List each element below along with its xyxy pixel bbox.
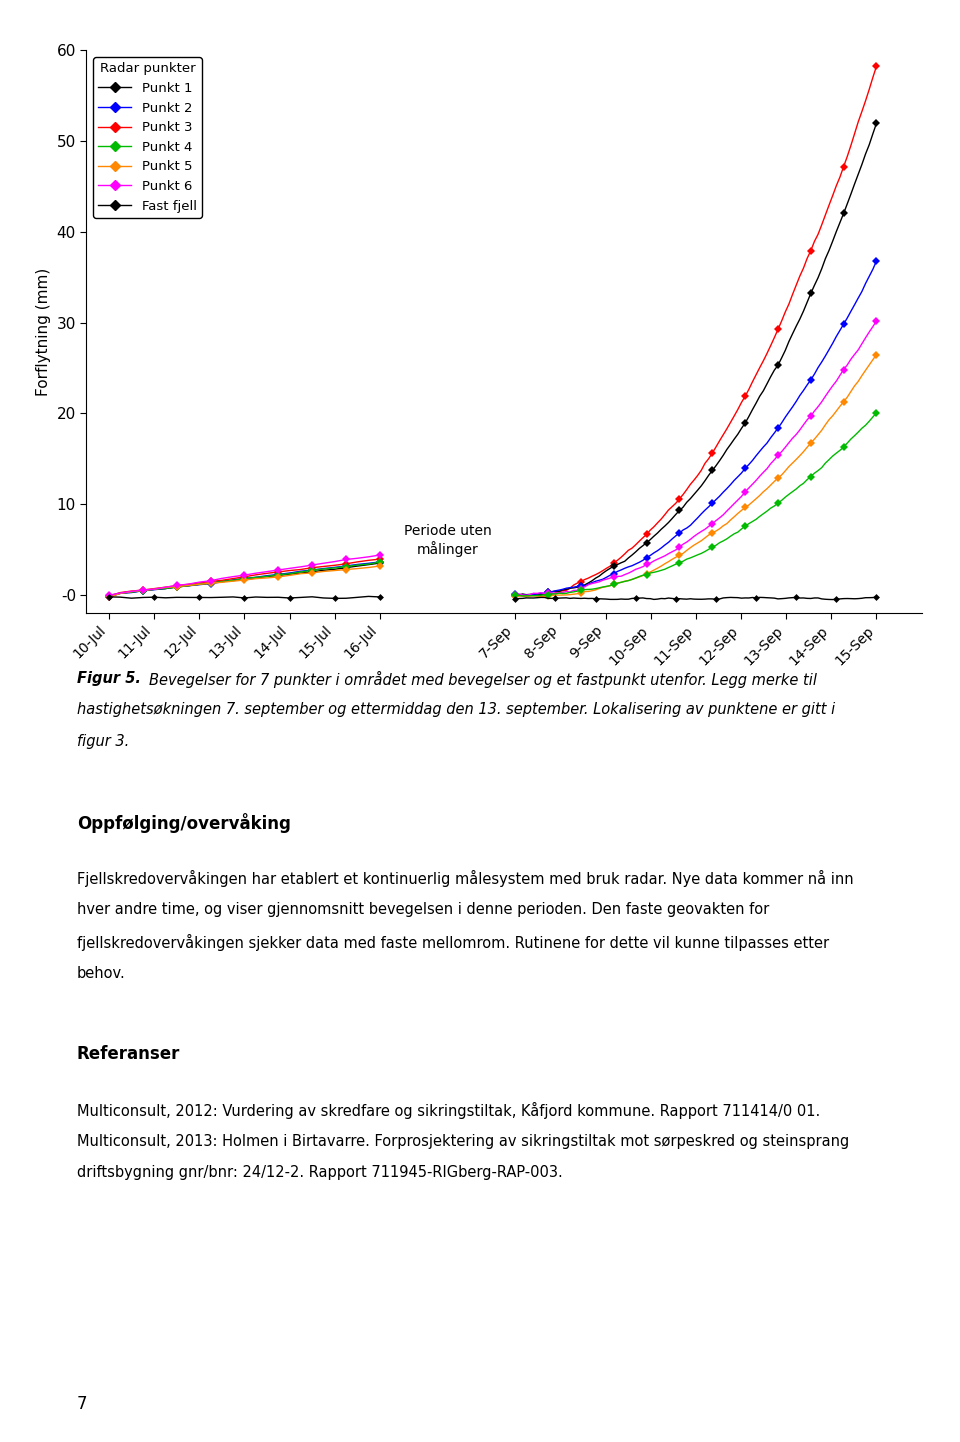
Text: behov.: behov. [77, 966, 126, 981]
Legend: Punkt 1, Punkt 2, Punkt 3, Punkt 4, Punkt 5, Punkt 6, Fast fjell: Punkt 1, Punkt 2, Punkt 3, Punkt 4, Punk… [93, 58, 203, 218]
Text: Figur 5.: Figur 5. [77, 671, 141, 685]
Text: Periode uten
målinger: Periode uten målinger [404, 523, 492, 557]
Text: fjellskredovervåkingen sjekker data med faste mellomrom. Rutinene for dette vil : fjellskredovervåkingen sjekker data med … [77, 934, 828, 950]
Text: Multiconsult, 2013: Holmen i Birtavarre. Forprosjektering av sikringstiltak mot : Multiconsult, 2013: Holmen i Birtavarre.… [77, 1133, 849, 1149]
Text: Bevegelser for 7 punkter i området med bevegelser og et fastpunkt utenfor. Legg : Bevegelser for 7 punkter i området med b… [149, 671, 817, 688]
Text: Fjellskredovervåkingen har etablert et kontinuerlig målesystem med bruk radar. N: Fjellskredovervåkingen har etablert et k… [77, 871, 853, 887]
Text: hver andre time, og viser gjennomsnitt bevegelsen i denne perioden. Den faste ge: hver andre time, og viser gjennomsnitt b… [77, 903, 769, 917]
Text: 7: 7 [77, 1396, 87, 1413]
Text: figur 3.: figur 3. [77, 734, 129, 748]
Y-axis label: Forflytning (mm): Forflytning (mm) [36, 268, 51, 395]
Text: Referanser: Referanser [77, 1045, 180, 1063]
Text: Multiconsult, 2012: Vurdering av skredfare og sikringstiltak, Kåfjord kommune. R: Multiconsult, 2012: Vurdering av skredfa… [77, 1102, 820, 1119]
Text: hastighetsøkningen 7. september og ettermiddag den 13. september. Lokalisering a: hastighetsøkningen 7. september og etter… [77, 702, 835, 717]
Text: Oppfølging/overvåking: Oppfølging/overvåking [77, 813, 291, 833]
Text: driftsbygning gnr/bnr: 24/12-2. Rapport 711945-RIGberg-RAP-003.: driftsbygning gnr/bnr: 24/12-2. Rapport … [77, 1165, 563, 1181]
